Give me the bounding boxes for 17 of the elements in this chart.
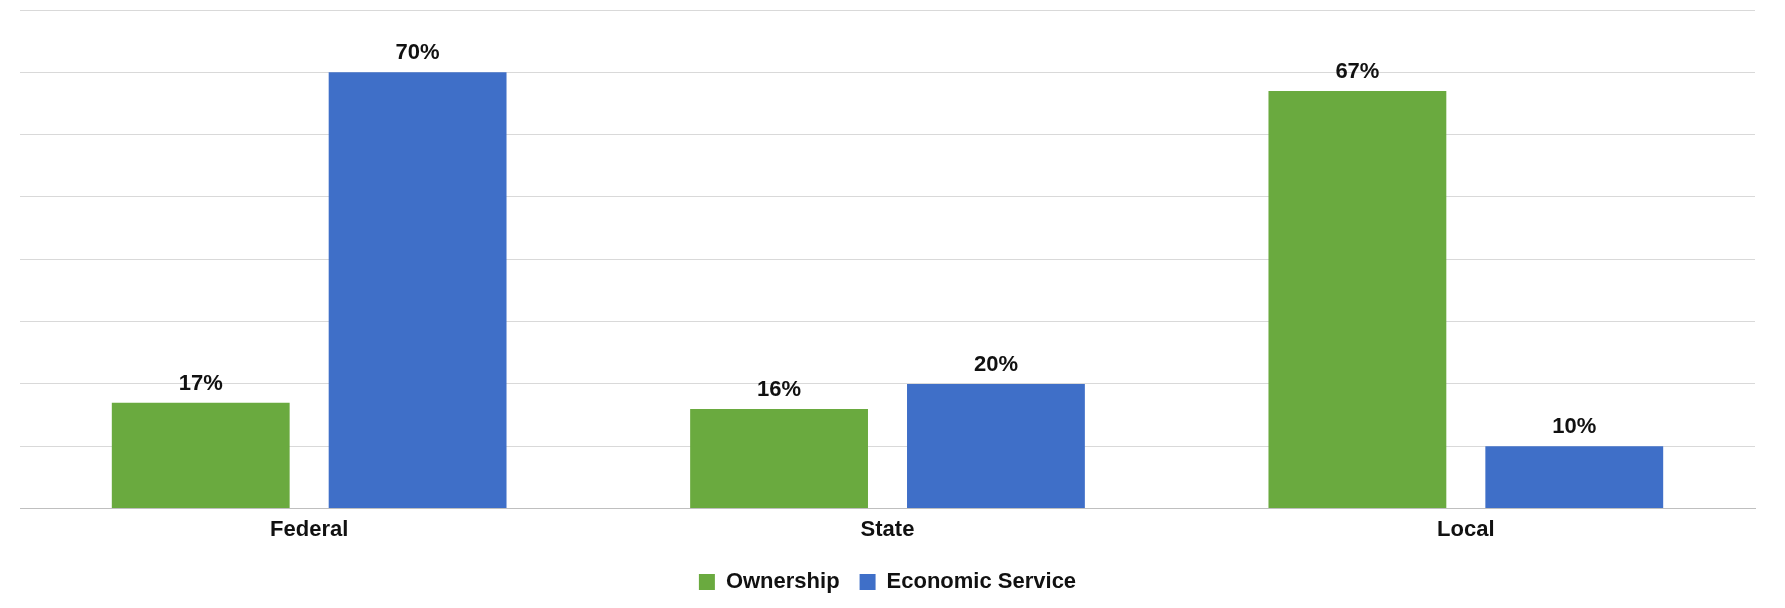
data-label: 67% (1335, 58, 1380, 84)
legend-label: Ownership (725, 568, 840, 594)
data-label: 17% (178, 369, 223, 395)
legend-label: Economic Service (886, 568, 1077, 594)
data-label: 16% (757, 375, 802, 401)
bar (1268, 91, 1447, 509)
x-tick-label: Federal (270, 515, 349, 541)
data-label: 20% (973, 351, 1018, 377)
bar (907, 383, 1085, 509)
bar (690, 408, 868, 509)
x-tick-label: State (860, 515, 915, 541)
bar (1485, 446, 1664, 509)
x-tick-label: Local (1437, 515, 1495, 541)
data-label: 70% (395, 39, 440, 65)
data-label: 10% (1552, 413, 1597, 439)
bar (111, 402, 290, 509)
bar (328, 72, 507, 509)
